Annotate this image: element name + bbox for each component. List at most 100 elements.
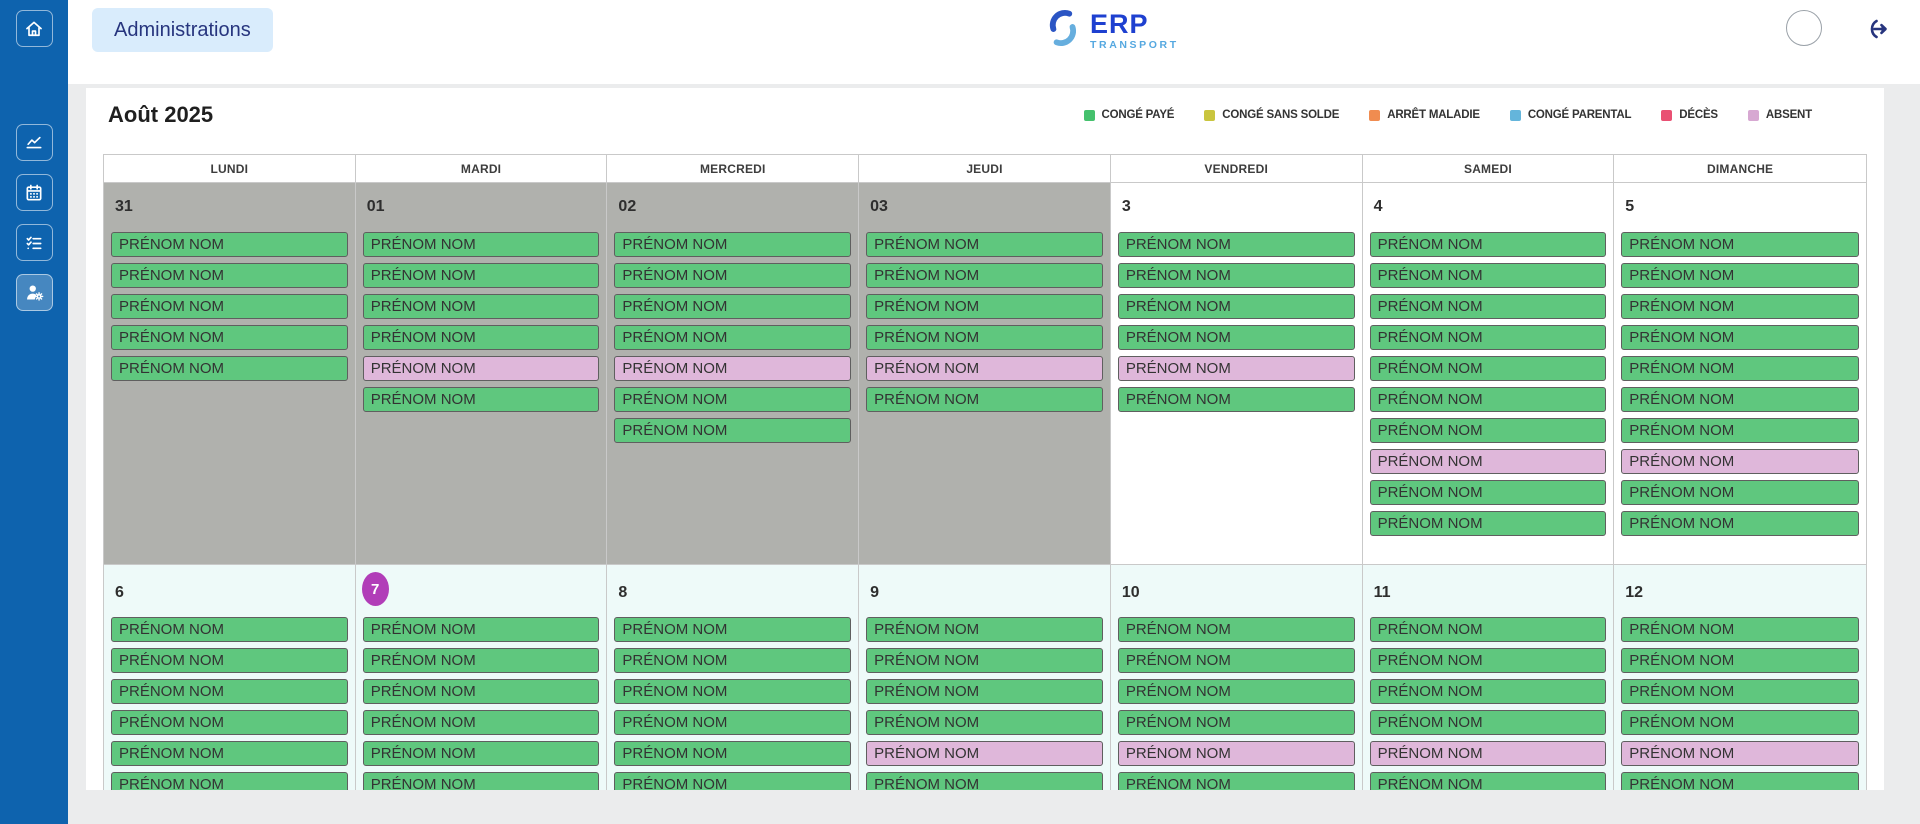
leave-entry-chip[interactable]: PRÉNOM NOM <box>614 294 852 319</box>
sidebar-item-admin-users[interactable] <box>15 274 53 311</box>
leave-entry-chip[interactable]: PRÉNOM NOM <box>614 325 852 350</box>
leave-entry-chip[interactable]: PRÉNOM NOM <box>866 648 1103 673</box>
leave-entry-chip[interactable]: PRÉNOM NOM <box>111 741 348 766</box>
leave-entry-chip[interactable]: PRÉNOM NOM <box>614 710 852 735</box>
leave-entry-chip[interactable]: PRÉNOM NOM <box>111 356 348 381</box>
leave-entry-chip[interactable]: PRÉNOM NOM <box>614 387 852 412</box>
leave-entry-chip[interactable]: PRÉNOM NOM <box>1621 325 1859 350</box>
leave-entry-chip[interactable]: PRÉNOM NOM <box>362 741 600 766</box>
leave-entry-chip[interactable]: PRÉNOM NOM <box>866 294 1103 319</box>
leave-entry-chip[interactable]: PRÉNOM NOM <box>362 387 600 412</box>
leave-entry-chip[interactable]: PRÉNOM NOM <box>614 418 852 443</box>
leave-entry-chip[interactable]: PRÉNOM NOM <box>614 648 852 673</box>
leave-entry-chip[interactable]: PRÉNOM NOM <box>362 772 600 790</box>
sidebar-item-stats[interactable] <box>15 124 53 161</box>
leave-entry-chip[interactable]: PRÉNOM NOM <box>111 263 348 288</box>
administrations-button[interactable]: Administrations <box>92 8 273 52</box>
leave-entry-chip[interactable]: PRÉNOM NOM <box>1621 741 1859 766</box>
leave-entry-chip[interactable]: PRÉNOM NOM <box>614 263 852 288</box>
leave-entry-chip[interactable]: PRÉNOM NOM <box>1369 741 1607 766</box>
leave-entry-chip[interactable]: PRÉNOM NOM <box>1117 741 1355 766</box>
leave-entry-chip[interactable]: PRÉNOM NOM <box>1117 232 1355 257</box>
leave-entry-chip[interactable]: PRÉNOM NOM <box>1621 387 1859 412</box>
leave-entry-chip[interactable]: PRÉNOM NOM <box>1621 772 1859 790</box>
leave-entry-chip[interactable]: PRÉNOM NOM <box>1117 710 1355 735</box>
leave-entry-chip[interactable]: PRÉNOM NOM <box>1621 710 1859 735</box>
leave-entry-chip[interactable]: PRÉNOM NOM <box>614 617 852 642</box>
leave-entry-chip[interactable]: PRÉNOM NOM <box>1117 679 1355 704</box>
leave-entry-chip[interactable]: PRÉNOM NOM <box>866 263 1103 288</box>
leave-entry-chip[interactable]: PRÉNOM NOM <box>111 710 348 735</box>
leave-entry-chip[interactable]: PRÉNOM NOM <box>111 648 348 673</box>
leave-entry-chip[interactable]: PRÉNOM NOM <box>1621 263 1859 288</box>
leave-entry-chip[interactable]: PRÉNOM NOM <box>1117 294 1355 319</box>
leave-entry-chip[interactable]: PRÉNOM NOM <box>866 617 1103 642</box>
leave-entry-chip[interactable]: PRÉNOM NOM <box>111 679 348 704</box>
leave-entry-chip[interactable]: PRÉNOM NOM <box>614 232 852 257</box>
leave-entry-chip[interactable]: PRÉNOM NOM <box>1369 232 1607 257</box>
leave-entry-chip[interactable]: PRÉNOM NOM <box>111 294 348 319</box>
leave-entry-chip[interactable]: PRÉNOM NOM <box>1117 387 1355 412</box>
leave-entry-chip[interactable]: PRÉNOM NOM <box>1621 294 1859 319</box>
leave-entry-chip[interactable]: PRÉNOM NOM <box>1369 356 1607 381</box>
leave-entry-chip[interactable]: PRÉNOM NOM <box>866 232 1103 257</box>
leave-entry-chip[interactable]: PRÉNOM NOM <box>1369 710 1607 735</box>
leave-entry-chip[interactable]: PRÉNOM NOM <box>362 710 600 735</box>
leave-entry-chip[interactable]: PRÉNOM NOM <box>614 741 852 766</box>
leave-entry-chip[interactable]: PRÉNOM NOM <box>111 232 348 257</box>
leave-entry-chip[interactable]: PRÉNOM NOM <box>866 387 1103 412</box>
leave-entry-chip[interactable]: PRÉNOM NOM <box>1369 679 1607 704</box>
leave-entry-chip[interactable]: PRÉNOM NOM <box>1117 648 1355 673</box>
leave-entry-chip[interactable]: PRÉNOM NOM <box>111 325 348 350</box>
leave-entry-chip[interactable]: PRÉNOM NOM <box>1369 617 1607 642</box>
sidebar-item-home[interactable] <box>15 10 53 47</box>
leave-entry-chip[interactable]: PRÉNOM NOM <box>1369 480 1607 505</box>
leave-entry-chip[interactable]: PRÉNOM NOM <box>1117 617 1355 642</box>
leave-entry-chip[interactable]: PRÉNOM NOM <box>866 325 1103 350</box>
leave-entry-chip[interactable]: PRÉNOM NOM <box>1117 325 1355 350</box>
logout-button[interactable] <box>1862 16 1890 44</box>
leave-entry-chip[interactable]: PRÉNOM NOM <box>362 617 600 642</box>
leave-entry-chip[interactable]: PRÉNOM NOM <box>1117 772 1355 790</box>
leave-entry-chip[interactable]: PRÉNOM NOM <box>1621 648 1859 673</box>
sidebar-item-tasks[interactable] <box>15 224 53 261</box>
leave-entry-chip[interactable]: PRÉNOM NOM <box>866 710 1103 735</box>
leave-entry-chip[interactable]: PRÉNOM NOM <box>1621 356 1859 381</box>
leave-entry-chip[interactable]: PRÉNOM NOM <box>866 679 1103 704</box>
leave-entry-chip[interactable]: PRÉNOM NOM <box>1369 387 1607 412</box>
leave-entry-chip[interactable]: PRÉNOM NOM <box>1621 679 1859 704</box>
leave-entry-chip[interactable]: PRÉNOM NOM <box>1117 263 1355 288</box>
leave-entry-chip[interactable]: PRÉNOM NOM <box>866 356 1103 381</box>
leave-entry-chip[interactable]: PRÉNOM NOM <box>1117 356 1355 381</box>
leave-entry-chip[interactable]: PRÉNOM NOM <box>614 679 852 704</box>
leave-entry-chip[interactable]: PRÉNOM NOM <box>1369 449 1607 474</box>
leave-entry-chip[interactable]: PRÉNOM NOM <box>1369 648 1607 673</box>
leave-entry-chip[interactable]: PRÉNOM NOM <box>362 232 600 257</box>
leave-entry-chip[interactable]: PRÉNOM NOM <box>1621 617 1859 642</box>
leave-entry-chip[interactable]: PRÉNOM NOM <box>866 741 1103 766</box>
leave-entry-chip[interactable]: PRÉNOM NOM <box>1621 232 1859 257</box>
leave-entry-chip[interactable]: PRÉNOM NOM <box>1621 449 1859 474</box>
leave-entry-chip[interactable]: PRÉNOM NOM <box>111 617 348 642</box>
leave-entry-chip[interactable]: PRÉNOM NOM <box>362 325 600 350</box>
avatar[interactable] <box>1786 10 1822 46</box>
leave-entry-chip[interactable]: PRÉNOM NOM <box>614 356 852 381</box>
leave-entry-chip[interactable]: PRÉNOM NOM <box>362 294 600 319</box>
leave-entry-chip[interactable]: PRÉNOM NOM <box>614 772 852 790</box>
leave-entry-chip[interactable]: PRÉNOM NOM <box>866 772 1103 790</box>
leave-entry-chip[interactable]: PRÉNOM NOM <box>362 263 600 288</box>
leave-entry-chip[interactable]: PRÉNOM NOM <box>1621 418 1859 443</box>
leave-entry-chip[interactable]: PRÉNOM NOM <box>1369 511 1607 536</box>
leave-entry-chip[interactable]: PRÉNOM NOM <box>1369 772 1607 790</box>
leave-entry-chip[interactable]: PRÉNOM NOM <box>1369 325 1607 350</box>
leave-entry-chip[interactable]: PRÉNOM NOM <box>362 648 600 673</box>
leave-entry-chip[interactable]: PRÉNOM NOM <box>1621 511 1859 536</box>
leave-entry-chip[interactable]: PRÉNOM NOM <box>1369 263 1607 288</box>
leave-entry-chip[interactable]: PRÉNOM NOM <box>1369 294 1607 319</box>
leave-entry-chip[interactable]: PRÉNOM NOM <box>1369 418 1607 443</box>
leave-entry-chip[interactable]: PRÉNOM NOM <box>362 679 600 704</box>
leave-entry-chip[interactable]: PRÉNOM NOM <box>362 356 600 381</box>
leave-entry-chip[interactable]: PRÉNOM NOM <box>111 772 348 790</box>
sidebar-item-calendar[interactable] <box>15 174 53 211</box>
leave-entry-chip[interactable]: PRÉNOM NOM <box>1621 480 1859 505</box>
